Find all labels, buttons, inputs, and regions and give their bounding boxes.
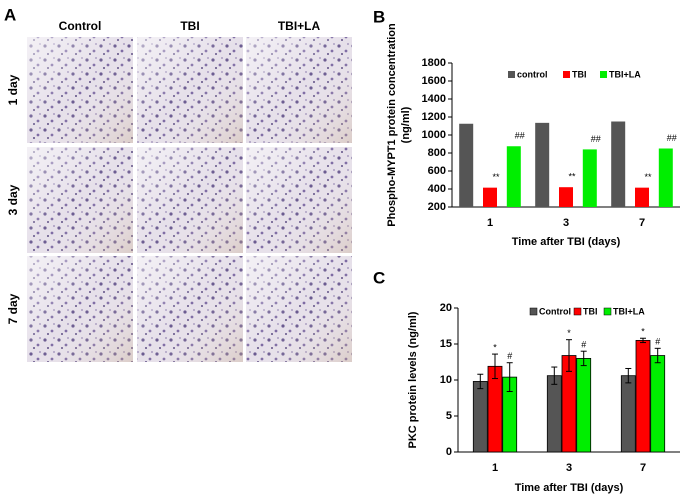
x-tick-label: 7 [640,462,646,474]
column-header: TBI+LA [278,19,321,33]
y-tick-label: 15 [440,338,452,350]
y-tick-label: 800 [428,147,446,159]
legend-swatch [529,307,538,316]
legend-label: TBI [583,306,598,316]
legend-label: Control [539,306,571,316]
y-tick-label: 20 [440,302,452,314]
significance-mark: ** [644,172,652,182]
panel-label: A [4,5,16,24]
y-axis-label: Phospho-MYPT1 protein concentration [386,23,398,227]
micrograph-shade [27,256,133,362]
micrograph-shade [246,37,352,143]
significance-mark: # [507,351,512,361]
bar [620,375,636,453]
y-tick-label: 400 [428,183,446,195]
bar [650,355,666,453]
y-tick-label: 1400 [422,93,446,105]
y-tick-label: 10 [440,374,452,386]
bar [576,357,592,453]
micrograph-shade [246,256,352,362]
y-tick-label: 1600 [422,75,446,87]
significance-mark: * [493,342,497,352]
row-label: 1 day [6,74,20,105]
significance-mark: # [655,337,660,347]
y-tick-label: 1000 [422,129,446,141]
significance-mark: ## [591,134,601,144]
legend-swatch [600,71,607,78]
significance-mark: ## [667,133,677,143]
bar [559,187,573,207]
legend-label: TBI+LA [609,69,641,79]
significance-mark: ## [515,131,525,141]
y-tick-label: 1200 [422,111,446,123]
legend-swatch [573,307,582,316]
row-label: 7 day [6,293,20,324]
legend-label: TBI+LA [613,306,645,316]
y-tick-label: 200 [428,201,446,213]
micrograph-shade [27,37,133,143]
significance-mark: * [641,327,645,337]
legend-swatch [563,71,570,78]
y-tick-label: 5 [446,410,452,422]
micrograph-shade [246,147,352,253]
significance-mark: ** [568,172,576,182]
bar [483,187,497,207]
micrograph-shade [137,147,243,253]
y-tick-label: 600 [428,165,446,177]
x-axis-label: Time after TBI (days) [515,482,624,494]
legend-swatch [603,307,612,316]
bar [487,365,503,453]
y-tick-label: 1800 [422,57,446,69]
bar [472,381,488,453]
bar [635,187,649,207]
x-tick-label: 1 [492,462,498,474]
significance-mark: ** [492,172,500,182]
bar [535,122,550,207]
bar [582,149,597,207]
x-tick-label: 1 [487,217,493,229]
bar [635,339,651,453]
bar [658,148,673,207]
column-header: Control [59,19,102,33]
x-tick-label: 3 [566,462,572,474]
legend-label: TBI [572,69,587,79]
significance-mark: * [567,328,571,338]
panel-label: B [373,7,385,26]
bar [611,121,626,207]
y-axis-label: PKC protein levels (ng/ml) [407,311,419,448]
legend-label: control [517,69,548,79]
x-axis-label: Time after TBI (days) [512,236,621,248]
x-tick-label: 7 [639,217,645,229]
significance-mark: # [581,340,586,350]
column-header: TBI [180,19,199,33]
micrograph-shade [137,256,243,362]
legend-swatch [508,71,515,78]
micrograph-shade [27,147,133,253]
micrograph-shade [137,37,243,143]
bar [546,375,562,453]
x-tick-label: 3 [563,217,569,229]
bar [459,123,474,207]
y-axis-label: (ng/ml) [400,106,412,143]
row-label: 3 day [6,184,20,215]
bar [506,146,521,207]
y-tick-label: 0 [446,446,452,458]
panel-label: C [373,268,385,287]
